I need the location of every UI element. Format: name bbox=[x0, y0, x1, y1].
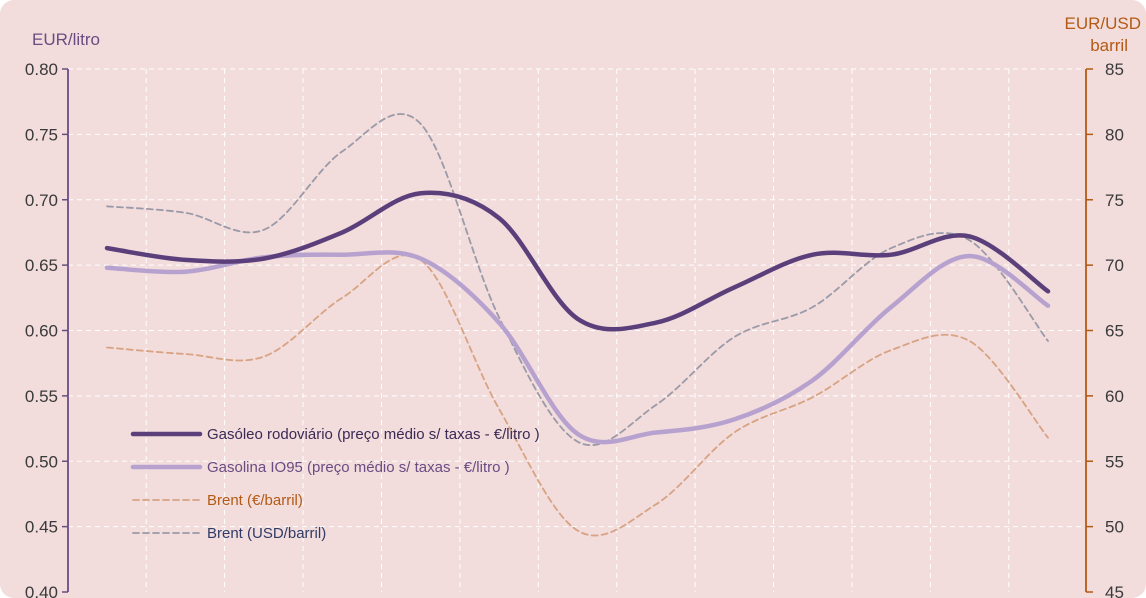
left-tick-label: 0.65 bbox=[25, 256, 58, 275]
legend-label-brent-eur: Brent (€/barril) bbox=[207, 492, 303, 509]
legend-label-brent-usd: Brent (USD/barril) bbox=[207, 525, 326, 542]
legend-label-gasolina: Gasolina IO95 (preço médio s/ taxas - €/… bbox=[207, 459, 510, 476]
left-tick-label: 0.60 bbox=[25, 322, 58, 341]
left-tick-label: 0.40 bbox=[25, 583, 58, 598]
left-tick-label: 0.80 bbox=[25, 60, 58, 79]
series-line-gasoleo bbox=[104, 190, 1051, 332]
series-line-brent-usd bbox=[106, 113, 1049, 447]
left-tick-label: 0.70 bbox=[25, 191, 58, 210]
series-line-brent-eur bbox=[106, 254, 1049, 537]
right-tick-label: 50 bbox=[1105, 518, 1124, 537]
legend: Gasóleo rodoviário (preço médio s/ taxas… bbox=[130, 426, 540, 542]
left-tick-label: 0.55 bbox=[25, 387, 58, 406]
right-axis-label-line2: barril bbox=[1090, 36, 1128, 55]
right-tick-label: 70 bbox=[1105, 256, 1124, 275]
left-tick-label: 0.75 bbox=[25, 125, 58, 144]
right-tick-label: 55 bbox=[1105, 452, 1124, 471]
left-axis-label: EUR/litro bbox=[32, 30, 100, 49]
right-tick-label: 45 bbox=[1105, 583, 1124, 598]
right-tick-label: 65 bbox=[1105, 322, 1124, 341]
right-axis-label-line1: EUR/USD bbox=[1064, 14, 1141, 33]
left-tick-label: 0.50 bbox=[25, 452, 58, 471]
series-layer bbox=[104, 113, 1051, 537]
grid-layer bbox=[68, 68, 1086, 592]
right-tick-label: 75 bbox=[1105, 191, 1124, 210]
axes-layer: 0.40 0.45 0.50 0.55 0.60 0.65 0.70 0.75 0.80 45 50… bbox=[25, 60, 1124, 598]
left-tick-label: 0.45 bbox=[25, 518, 58, 537]
right-tick-label: 60 bbox=[1105, 387, 1124, 406]
right-tick-label: 80 bbox=[1105, 125, 1124, 144]
right-tick-label: 85 bbox=[1105, 60, 1124, 79]
legend-label-gasoleo: Gasóleo rodoviário (preço médio s/ taxas… bbox=[207, 426, 540, 443]
